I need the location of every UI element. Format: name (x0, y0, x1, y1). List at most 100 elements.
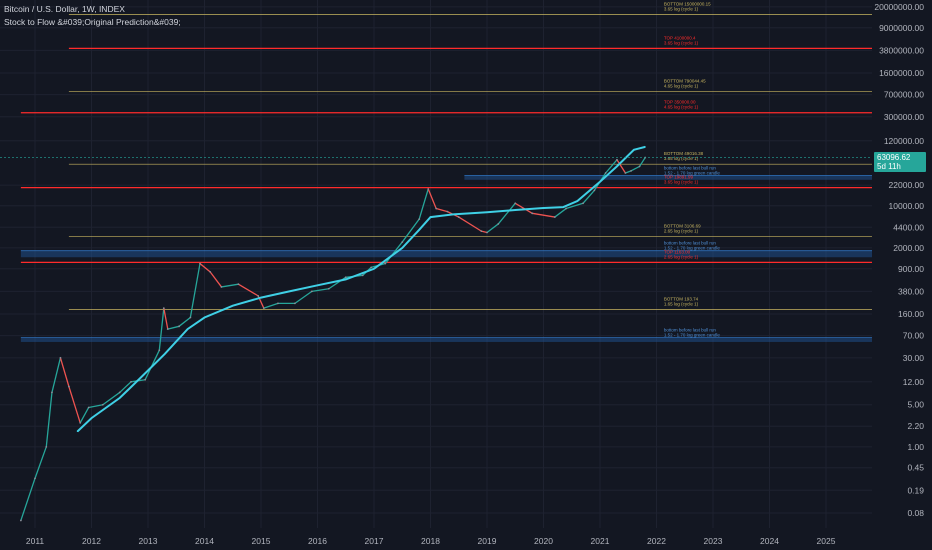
price-point (178, 325, 180, 328)
y-tick-label: 4400.00 (893, 222, 924, 232)
y-tick-label: 700000.00 (884, 90, 924, 100)
series (0, 145, 872, 522)
price-segment (189, 263, 201, 318)
x-tick-label: 2015 (252, 536, 271, 546)
price-segment (294, 290, 313, 304)
price-point (582, 202, 584, 205)
price-segment (263, 302, 279, 309)
price-point (418, 218, 421, 221)
x-tick-label: 2024 (760, 536, 779, 546)
level-sublabel: 3.65 log (cycle 1) (664, 6, 699, 11)
x-tick-label: 2012 (82, 536, 101, 546)
price-segment (209, 271, 222, 288)
price-point (51, 391, 53, 394)
price-segment (119, 381, 132, 393)
level-sublabel: 4.65 log (cycle 1) (664, 105, 699, 110)
model-point (429, 216, 432, 218)
price-segment (158, 308, 165, 351)
axes: 20000000.00 9000000.00 3800000.00 1600000.0… (26, 2, 924, 546)
model-point (76, 430, 78, 433)
price-segment (167, 325, 180, 330)
price-segment (311, 288, 329, 293)
y-tick-label: 1600000.00 (879, 68, 924, 78)
symbol-title[interactable]: Bitcoin / U.S. Dollar, 1W, INDEX (4, 4, 125, 14)
price-segment (384, 241, 403, 264)
price-point (624, 172, 627, 174)
level-sublabel: 4.65 log (cycle 1) (664, 83, 699, 88)
model-line (76, 145, 646, 433)
level-sublabel: 3.65 log (cycle 1) (664, 156, 699, 161)
price-segment (427, 188, 437, 209)
model-point (345, 278, 347, 281)
x-tick-label: 2016 (308, 536, 327, 546)
y-tick-label: 160.00 (898, 309, 924, 319)
model-point (141, 375, 143, 377)
support-band (464, 175, 872, 180)
x-tick-label: 2023 (704, 536, 723, 546)
price-segment (497, 202, 516, 225)
price-segment (102, 391, 121, 406)
price-segment (435, 207, 448, 213)
x-tick-label: 2018 (421, 536, 440, 546)
model-point (486, 211, 488, 213)
x-tick-label: 2014 (195, 536, 214, 546)
x-tick-label: 2021 (591, 536, 610, 546)
price-segment (79, 407, 90, 424)
price-segment (418, 188, 429, 220)
price-segment (481, 230, 488, 234)
model-point (90, 417, 93, 419)
price-point (59, 356, 62, 359)
price-point (294, 302, 296, 305)
price-point (144, 378, 147, 381)
price-point (446, 210, 449, 213)
price-point (630, 169, 632, 172)
model-point (418, 229, 420, 231)
model-point (616, 165, 618, 168)
price-point (497, 223, 500, 225)
price-segment (582, 189, 595, 204)
level-label: BOTTOM 790044.45 (664, 78, 706, 83)
price-point (68, 385, 70, 388)
y-tick-label: 12.00 (903, 377, 925, 387)
price-segment (45, 392, 53, 447)
price-point (457, 216, 460, 218)
price-segment (605, 159, 618, 174)
price-segment (238, 283, 259, 297)
model-point (401, 247, 403, 249)
price-point (237, 283, 240, 286)
indicator-title[interactable]: Stock to Flow &#039;Original Prediction&… (4, 17, 181, 27)
y-tick-label: 3800000.00 (879, 45, 924, 55)
price-segment (51, 357, 62, 393)
y-tick-label: 9000000.00 (879, 23, 924, 33)
chart-header: Bitcoin / U.S. Dollar, 1W, INDEX Stock t… (4, 3, 181, 29)
price-segment (178, 316, 191, 327)
y-tick-label: 2.20 (907, 421, 924, 431)
y-tick-label: 5.00 (907, 400, 924, 410)
price-point (118, 391, 121, 394)
price-point (220, 286, 223, 288)
price-point (565, 207, 567, 210)
x-tick-label: 2019 (478, 536, 497, 546)
y-tick-label: 0.45 (907, 463, 924, 473)
support-band (20, 250, 872, 258)
level-sublabel: 3.65 log (cycle 1) (664, 40, 699, 45)
model-point (186, 328, 189, 330)
model-point (373, 268, 375, 270)
price-point (480, 230, 483, 233)
level-sublabel: 1.52 - 1.70 log green candle (664, 246, 721, 251)
support-band (20, 337, 872, 342)
model-point (164, 353, 166, 355)
model-point (232, 305, 234, 307)
price-point (384, 262, 387, 265)
x-tick-label: 2011 (26, 536, 45, 546)
grid (0, 0, 872, 528)
model-point (644, 146, 646, 148)
price-point (34, 477, 36, 480)
price-point (277, 302, 279, 305)
price-segment (639, 157, 646, 167)
price-point (257, 294, 260, 297)
price-point (531, 212, 534, 215)
price-segment (486, 223, 499, 234)
model-point (260, 296, 262, 299)
